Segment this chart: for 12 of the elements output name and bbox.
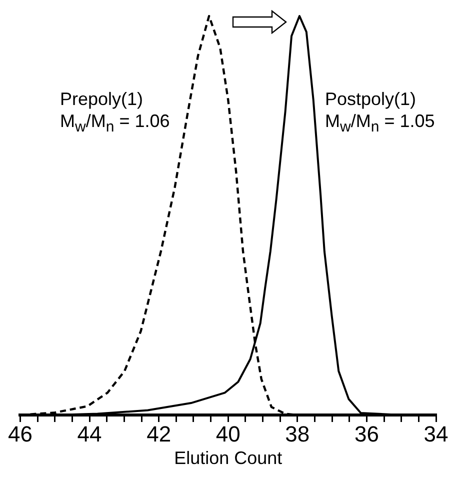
x-tick-label: 42: [146, 421, 172, 446]
x-tick-label: 46: [8, 421, 32, 446]
series-label: Postpoly(1): [325, 88, 418, 110]
x-tick-label: 34: [424, 421, 448, 446]
x-tick-label: 40: [216, 421, 240, 446]
x-axis-title: Elution Count: [174, 448, 282, 468]
x-tick-label: 44: [77, 421, 102, 446]
annotation: M$_{w}$/M$_{n}$ = 1.05: [325, 110, 435, 138]
x-tick-label: 38: [285, 421, 310, 446]
text: Prepoly(1): [60, 88, 144, 110]
x-tick-label: 36: [354, 421, 379, 446]
annotation: M$_{w}$/M$_{n}$ = 1.06: [60, 110, 170, 138]
